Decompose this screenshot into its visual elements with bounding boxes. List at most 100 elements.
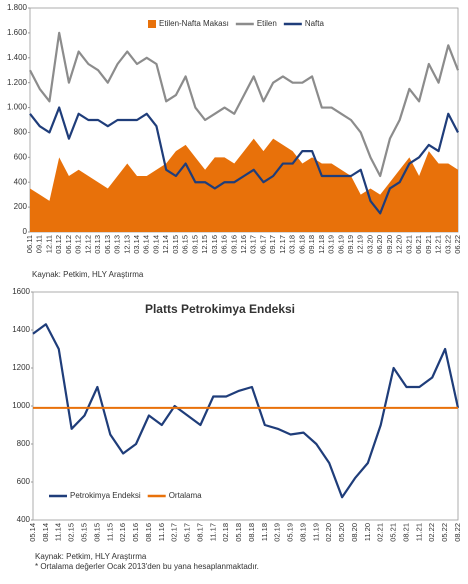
y-tick-label: 600 (14, 152, 28, 161)
x-tick-label: 03.13 (93, 235, 102, 254)
x-tick-label: 06.20 (375, 235, 384, 254)
y-tick-label: 1.400 (7, 53, 28, 62)
line (32, 323, 460, 499)
x-tick-label: 11.20 (363, 523, 372, 541)
x-tick-label: 08.22 (453, 523, 462, 542)
x-tick-label: 12.19 (356, 235, 365, 254)
legend-label: Nafta (305, 19, 325, 28)
x-tick-label: 09.21 (424, 235, 433, 254)
x-tick-label: 03.22 (443, 235, 452, 254)
x-tick-label: 05.22 (440, 523, 449, 542)
x-tick-label: 06.18 (297, 235, 306, 254)
x-tick-label: 12.15 (200, 235, 209, 254)
y-tick-label: 1.200 (7, 78, 28, 87)
x-tick-label: 09.17 (268, 235, 277, 254)
y-tick-label: 1200 (12, 363, 30, 372)
x-tick-label: 09.18 (307, 235, 316, 254)
x-tick-label: 08.20 (350, 523, 359, 542)
x-tick-label: 06.21 (414, 235, 423, 254)
legend-label: Etilen (257, 19, 277, 28)
x-tick-label: 06.13 (103, 235, 112, 254)
x-tick-label: 12.12 (83, 235, 92, 254)
x-tick-label: 03.17 (249, 235, 258, 254)
line (29, 31, 460, 178)
line (29, 106, 459, 215)
x-tick-label: 09.11 (35, 235, 44, 253)
x-tick-label: 03.21 (404, 235, 413, 254)
legend-swatch (148, 20, 156, 28)
legend-label: Etilen-Nafta Makası (159, 19, 229, 28)
y-tick-label: 200 (14, 202, 28, 211)
x-tick-label: 03.14 (132, 235, 141, 254)
x-tick-label: 12.16 (239, 235, 248, 254)
x-tick-label: 09.20 (385, 235, 394, 254)
x-tick-label: 03.15 (171, 235, 180, 254)
y-tick-label: 0 (23, 227, 28, 236)
x-tick-label: 05.14 (28, 523, 37, 542)
x-tick-label: 02.22 (427, 523, 436, 542)
x-tick-label: 12.21 (434, 235, 443, 254)
x-tick-label: 11.18 (260, 523, 269, 541)
x-tick-label: 06.19 (336, 235, 345, 254)
x-tick-label: 06.12 (64, 235, 73, 254)
x-tick-label: 11.21 (414, 523, 423, 541)
x-tick-label: 02.20 (324, 523, 333, 542)
x-tick-label: 12.18 (317, 235, 326, 254)
x-tick-label: 08.14 (41, 523, 50, 542)
x-tick-label: 06.17 (258, 235, 267, 254)
x-tick-label: 05.20 (337, 523, 346, 542)
x-tick-label: 03.20 (365, 235, 374, 254)
y-tick-label: 1.800 (7, 3, 28, 12)
source: Kaynak: Petkim, HLY Araştırma (32, 270, 144, 279)
x-tick-label: 09.12 (74, 235, 83, 254)
x-tick-label: 05.16 (131, 523, 140, 542)
note: * Ortalama değerler Ocak 2013'den bu yan… (35, 562, 259, 571)
x-tick-label: 09.13 (113, 235, 122, 254)
y-tick-label: 1000 (12, 401, 30, 410)
x-tick-label: 09.16 (229, 235, 238, 254)
x-tick-label: 12.13 (122, 235, 131, 254)
x-tick-label: 02.21 (376, 523, 385, 542)
x-tick-label: 08.19 (298, 523, 307, 542)
source: Kaynak: Petkim, HLY Araştırma (35, 552, 147, 561)
x-tick-label: 11.14 (54, 523, 63, 541)
y-tick-label: 800 (17, 439, 31, 448)
legend-label: Ortalama (169, 491, 202, 500)
x-tick-label: 06.14 (142, 235, 151, 254)
x-tick-label: 05.18 (234, 523, 243, 542)
y-tick-label: 1.600 (7, 28, 28, 37)
x-tick-label: 11.17 (208, 523, 217, 541)
x-tick-label: 12.17 (278, 235, 287, 254)
y-tick-label: 1600 (12, 287, 30, 296)
x-tick-label: 02.15 (67, 523, 76, 542)
x-tick-label: 08.15 (92, 523, 101, 542)
x-tick-label: 05.21 (389, 523, 398, 542)
y-tick-label: 600 (17, 477, 31, 486)
x-tick-label: 02.16 (118, 523, 127, 542)
y-tick-label: 1.000 (7, 103, 28, 112)
y-tick-label: 400 (14, 177, 28, 186)
x-tick-label: 05.19 (286, 523, 295, 542)
x-tick-label: 08.21 (401, 523, 410, 542)
x-tick-label: 05.15 (79, 523, 88, 542)
x-tick-label: 03.19 (327, 235, 336, 254)
x-tick-label: 09.14 (151, 235, 160, 254)
x-tick-label: 06.15 (181, 235, 190, 254)
x-tick-label: 12.20 (395, 235, 404, 254)
y-tick-label: 800 (14, 128, 28, 137)
x-tick-label: 11.19 (311, 523, 320, 541)
x-tick-label: 06.22 (453, 235, 462, 254)
x-tick-label: 02.19 (273, 523, 282, 542)
x-tick-label: 09.15 (190, 235, 199, 254)
x-tick-label: 12.11 (44, 235, 53, 253)
x-tick-label: 11.15 (105, 523, 114, 541)
x-tick-label: 03.16 (210, 235, 219, 254)
plot-frame (32, 291, 459, 521)
x-tick-label: 03.18 (288, 235, 297, 254)
x-tick-label: 02.18 (221, 523, 230, 542)
chart-title: Platts Petrokimya Endeksi (145, 302, 295, 316)
x-tick-label: 05.17 (183, 523, 192, 542)
x-tick-label: 09.19 (346, 235, 355, 254)
x-tick-label: 11.16 (157, 523, 166, 541)
